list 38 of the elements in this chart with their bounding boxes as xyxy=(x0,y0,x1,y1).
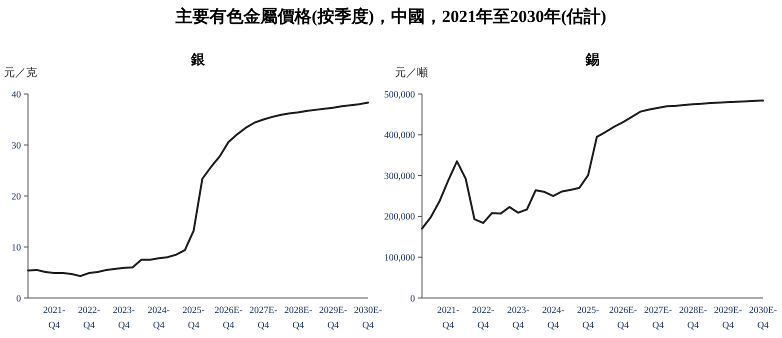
y-axis-title: 元／克 xyxy=(4,66,37,79)
x-tick-label: 2029E-Q4 xyxy=(714,306,742,331)
y-tick-label: 200,000 xyxy=(384,212,416,223)
x-tick-label: 2027E-Q4 xyxy=(644,306,672,331)
x-tick-label: 2028E-Q4 xyxy=(679,306,708,331)
chart-subtitle: 錫 xyxy=(584,52,600,68)
x-tick-label: 2030E-Q4 xyxy=(749,306,777,331)
y-tick-label: 10 xyxy=(12,243,22,254)
x-tick-label: 2026E-Q4 xyxy=(609,306,638,331)
x-tick-label: 2025-Q4 xyxy=(182,306,205,331)
x-tick-label: 2029E-Q4 xyxy=(319,306,348,331)
y-axis-title: 元／噸 xyxy=(395,67,428,79)
chart-title: 主要有色金屬價格(按季度)，中國，2021年至2030年(估計) xyxy=(174,7,606,26)
y-tick-label: 20 xyxy=(12,192,22,202)
y-tick-label: 40 xyxy=(12,90,22,100)
line-series xyxy=(27,102,369,278)
x-tick-label: 2027E-Q4 xyxy=(249,306,278,331)
line-series xyxy=(421,100,764,230)
y-tick-label: 400,000 xyxy=(384,131,416,142)
x-tick-label: 2030E-Q4 xyxy=(354,306,382,331)
x-tick-label: 2022-Q4 xyxy=(78,306,100,331)
x-tick-label: 2021-Q4 xyxy=(437,306,460,331)
y-tick-label: 300,000 xyxy=(384,172,416,182)
x-tick-label: 2023-Q4 xyxy=(507,306,530,331)
x-tick-label: 2023-Q4 xyxy=(112,306,135,331)
chart-subtitle: 銀 xyxy=(190,52,206,68)
x-tick-label: 2024-Q4 xyxy=(542,306,564,331)
y-tick-label: 30 xyxy=(12,141,22,152)
x-tick-label: 2025-Q4 xyxy=(577,306,600,331)
x-tick-label: 2021-Q4 xyxy=(43,306,66,331)
y-tick-label: 100,000 xyxy=(384,254,416,264)
x-tick-label: 2028E-Q4 xyxy=(284,306,312,331)
x-tick-label: 2024-Q4 xyxy=(148,306,170,331)
y-tick-label: 0 xyxy=(410,294,416,304)
x-tick-label: 2022-Q4 xyxy=(472,306,494,331)
x-tick-label: 2026E-Q4 xyxy=(214,306,242,331)
y-tick-label: 0 xyxy=(16,294,22,304)
y-tick-label: 500,000 xyxy=(384,90,416,100)
